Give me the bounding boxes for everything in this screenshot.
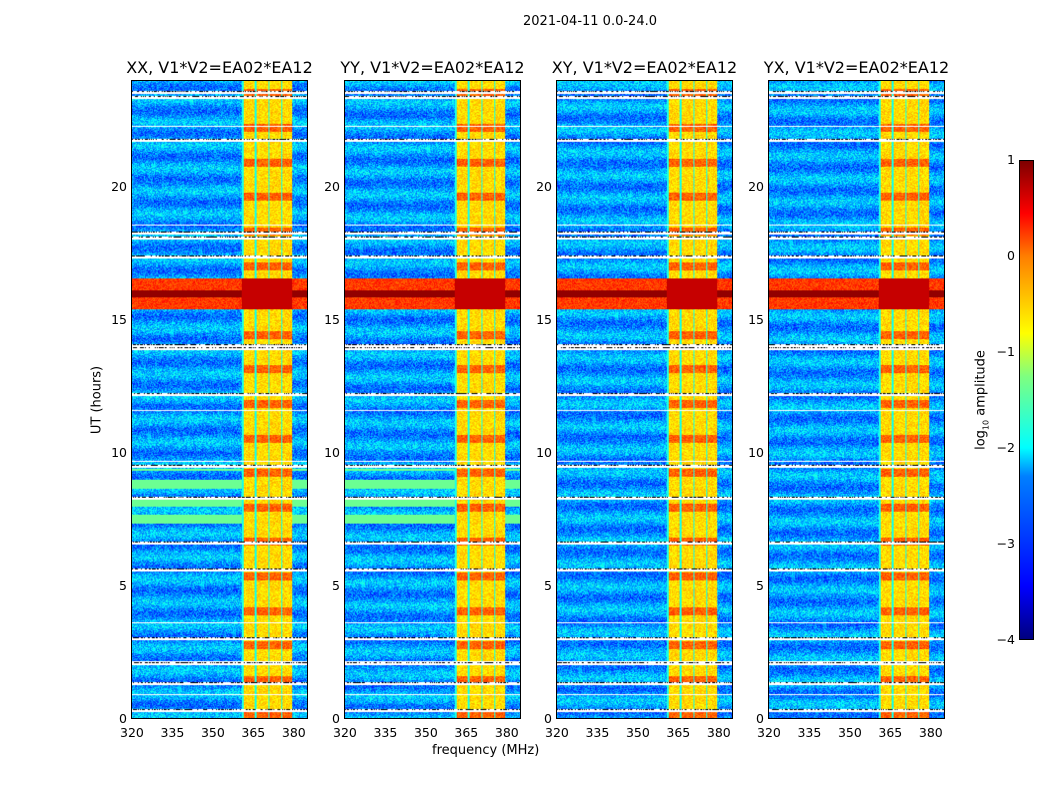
heatmap-panel-3 xyxy=(556,80,733,719)
x-tick-label: 320 xyxy=(545,725,569,740)
panel-title: XX, V1*V2=EA02*EA12 xyxy=(126,58,313,77)
x-tick-label: 320 xyxy=(757,725,781,740)
y-tick-label: 15 xyxy=(748,311,764,327)
colorbar-tick-label: −4 xyxy=(996,632,1015,647)
y-tick-label: 10 xyxy=(536,444,552,460)
y-tick-label: 20 xyxy=(111,178,127,194)
y-tick-label: 0 xyxy=(332,711,340,726)
panel-title: XY, V1*V2=EA02*EA12 xyxy=(551,58,738,77)
y-tick-label: 10 xyxy=(111,444,127,460)
y-tick-label: 5 xyxy=(332,577,340,593)
x-tick-label: 380 xyxy=(494,725,519,740)
heatmap-image xyxy=(769,81,944,718)
colorbar-tick-label: −1 xyxy=(996,344,1015,359)
x-tick-label: 320 xyxy=(333,725,357,740)
x-tick-label: 380 xyxy=(281,725,306,740)
x-tick-label: 335 xyxy=(797,725,822,740)
y-axis-label: UT (hours) xyxy=(89,365,105,435)
x-tick-label: 365 xyxy=(878,725,903,740)
x-tick-label: 380 xyxy=(706,725,731,740)
y-tick-label: 0 xyxy=(756,711,764,726)
colorbar-tick-label: −3 xyxy=(996,536,1015,551)
colorbar-tick-label: 0 xyxy=(1007,248,1015,263)
x-tick-label: 335 xyxy=(373,725,398,740)
figure-title: 2021-04-11 0.0-24.0 xyxy=(523,14,657,29)
y-tick-label: 5 xyxy=(119,577,127,593)
y-tick-label: 15 xyxy=(111,311,127,327)
colorbar-tick-label: −2 xyxy=(996,440,1015,455)
x-tick-label: 335 xyxy=(585,725,610,740)
heatmap-image xyxy=(345,81,520,718)
y-tick-label: 20 xyxy=(324,178,340,194)
x-tick-label: 365 xyxy=(454,725,479,740)
x-tick-label: 365 xyxy=(241,725,266,740)
y-tick-label: 15 xyxy=(324,311,340,327)
y-tick-label: 10 xyxy=(748,444,764,460)
heatmap-panel-4 xyxy=(768,80,945,719)
x-tick-label: 350 xyxy=(200,725,225,740)
x-tick-label: 350 xyxy=(837,725,862,740)
colorbar-label: log10 amplitude xyxy=(973,350,991,450)
x-axis-label: frequency (MHz) xyxy=(432,743,540,758)
y-tick-label: 0 xyxy=(119,711,127,726)
y-tick-label: 5 xyxy=(756,577,764,593)
colorbar-tick-label: 1 xyxy=(1007,152,1015,167)
heatmap-image xyxy=(132,81,307,718)
x-tick-label: 350 xyxy=(413,725,438,740)
y-tick-label: 20 xyxy=(536,178,552,194)
panel-title: YY, V1*V2=EA02*EA12 xyxy=(340,58,525,77)
y-tick-label: 0 xyxy=(544,711,552,726)
y-tick-label: 15 xyxy=(536,311,552,327)
x-tick-label: 350 xyxy=(625,725,650,740)
heatmap-panel-2 xyxy=(344,80,521,719)
heatmap-panel-1 xyxy=(131,80,308,719)
panel-title: YX, V1*V2=EA02*EA12 xyxy=(763,58,950,77)
x-tick-label: 365 xyxy=(666,725,691,740)
x-tick-label: 335 xyxy=(160,725,185,740)
y-tick-label: 5 xyxy=(544,577,552,593)
y-tick-label: 20 xyxy=(748,178,764,194)
x-tick-label: 320 xyxy=(120,725,144,740)
y-tick-label: 10 xyxy=(324,444,340,460)
x-tick-label: 380 xyxy=(918,725,943,740)
colorbar xyxy=(1019,160,1034,640)
heatmap-image xyxy=(557,81,732,718)
